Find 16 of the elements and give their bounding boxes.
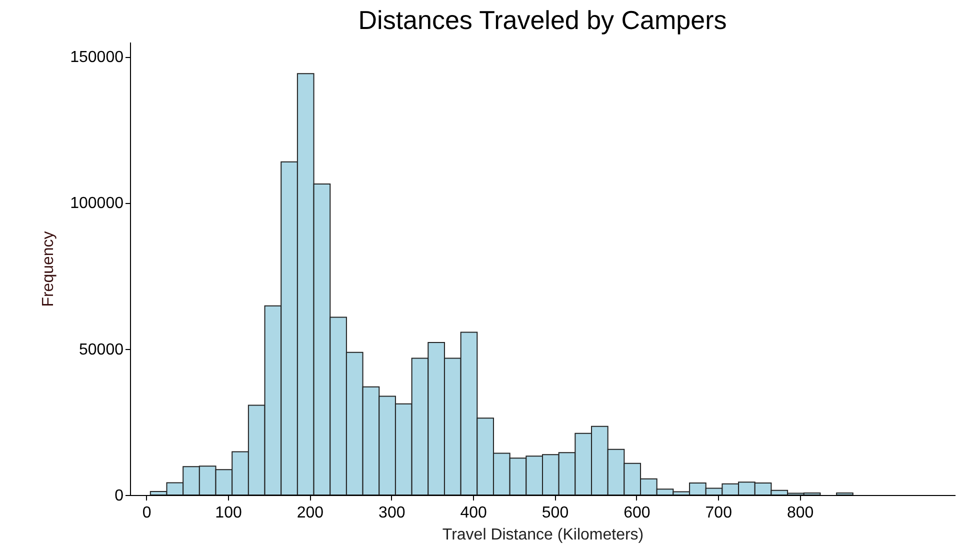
y-tick-label: 100000 bbox=[70, 195, 124, 212]
x-tick-label: 100 bbox=[215, 504, 242, 522]
chart-title: Distances Traveled by Campers bbox=[358, 5, 727, 35]
y-tick-label: 150000 bbox=[70, 49, 124, 66]
x-tick-label: 500 bbox=[542, 504, 569, 522]
y-tick-label: 50000 bbox=[79, 341, 124, 358]
x-tick-label: 400 bbox=[460, 504, 488, 522]
x-tick-label: 200 bbox=[296, 504, 324, 522]
x-tick-label: 0 bbox=[142, 504, 152, 522]
y-axis-title: Frequency bbox=[40, 231, 58, 307]
x-axis-title: Travel Distance (Kilometers) bbox=[442, 526, 644, 544]
x-tick-label: 600 bbox=[624, 504, 650, 522]
x-tick-label: 800 bbox=[786, 504, 814, 522]
x-tick-label: 300 bbox=[378, 504, 406, 522]
y-tick-label: 0 bbox=[114, 488, 124, 504]
x-tick-label: 700 bbox=[705, 504, 732, 522]
